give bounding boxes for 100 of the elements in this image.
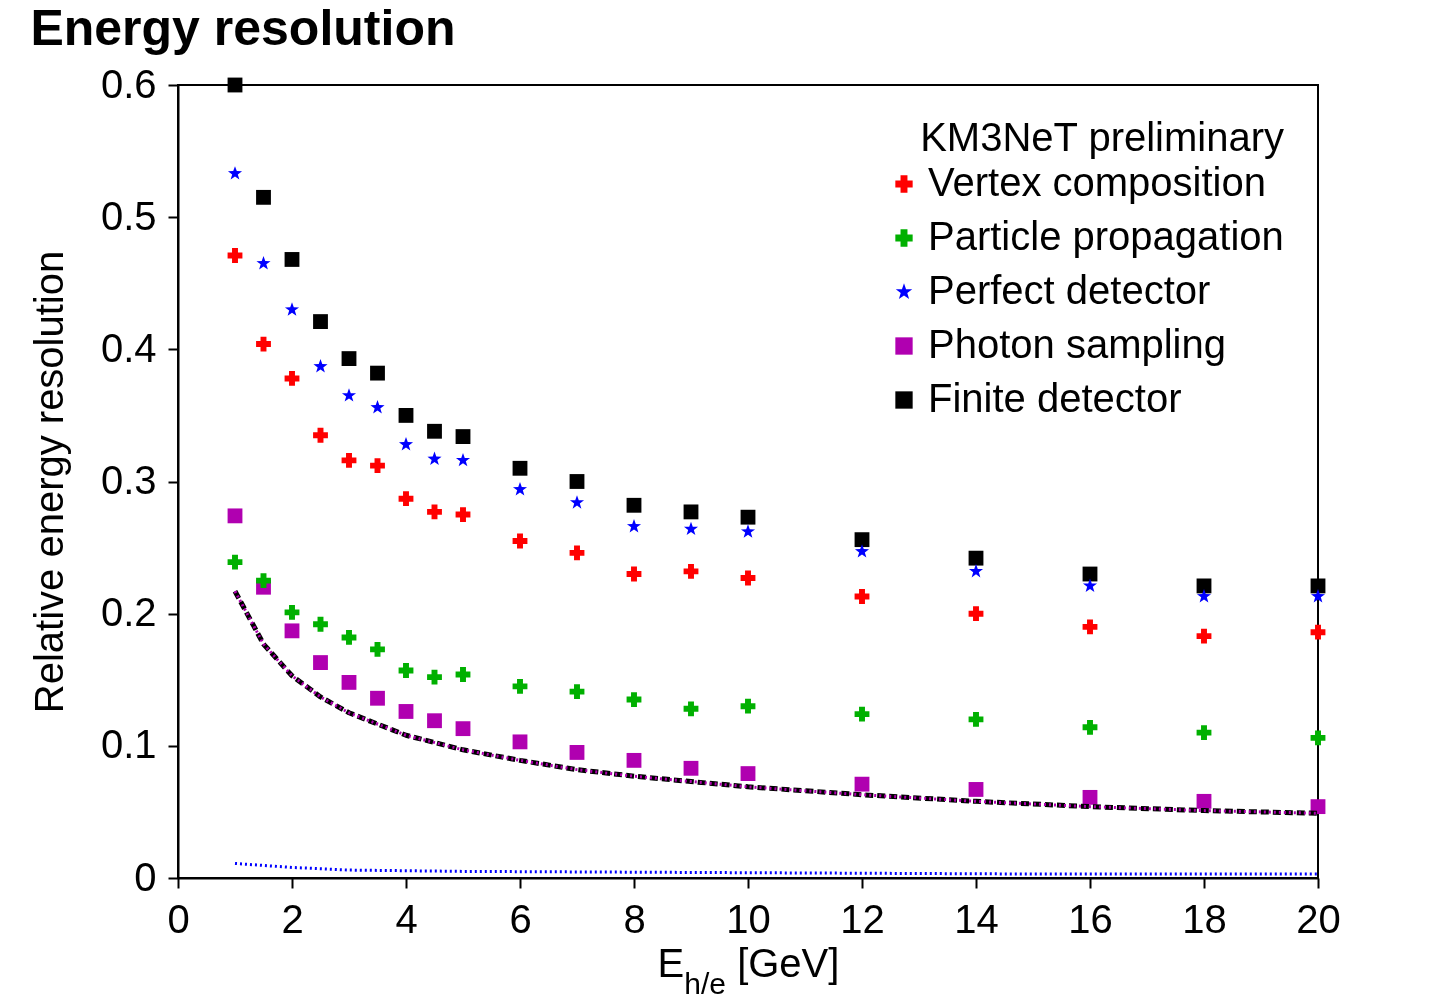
point (512, 734, 528, 750)
point (854, 706, 870, 722)
point (313, 427, 328, 443)
point (256, 573, 271, 589)
point (256, 189, 271, 205)
point (968, 563, 984, 578)
point (1196, 793, 1212, 809)
point (341, 674, 357, 690)
point (1310, 589, 1326, 603)
point (398, 408, 414, 423)
point (626, 497, 642, 513)
point (569, 545, 585, 561)
point (341, 351, 357, 366)
y-tick-label: 0.3 (100, 458, 157, 502)
point (683, 504, 699, 520)
point (313, 314, 328, 329)
point (512, 533, 528, 549)
point (398, 437, 414, 451)
point (370, 690, 385, 706)
point (227, 554, 243, 570)
y-tick-label: 0 (134, 854, 157, 899)
point (227, 248, 243, 263)
point (569, 495, 585, 509)
point (854, 532, 870, 548)
point (512, 678, 528, 694)
point (854, 776, 870, 792)
point (455, 667, 471, 682)
legend-label: Particle propagation (928, 214, 1284, 258)
point (854, 589, 870, 604)
point (341, 630, 357, 645)
point (683, 760, 699, 776)
point (284, 604, 300, 620)
y-tick-label: 0.6 (100, 61, 157, 106)
point (1310, 624, 1326, 640)
point (455, 507, 471, 522)
point (313, 359, 328, 373)
point (284, 252, 300, 267)
point (227, 508, 243, 524)
point (398, 663, 414, 678)
x-tick-label: 16 (1068, 896, 1113, 941)
x-tick-label: 10 (726, 896, 771, 941)
point (1082, 789, 1098, 805)
point (427, 504, 442, 520)
point (740, 509, 756, 525)
point (398, 704, 414, 719)
point (512, 482, 528, 496)
legend-label: Perfect detector (928, 268, 1211, 312)
point (1196, 578, 1212, 594)
point (968, 550, 984, 566)
legend-label: Photon sampling (928, 322, 1226, 366)
x-tick-label: 6 (509, 896, 532, 941)
x-tick-label: 4 (395, 896, 418, 941)
point (740, 570, 756, 586)
point (1310, 578, 1326, 594)
chart-title: Energy resolution (30, 0, 456, 56)
point (313, 616, 328, 632)
point (284, 623, 300, 639)
y-tick-label: 0.4 (100, 325, 157, 370)
point (740, 766, 756, 781)
point (370, 458, 385, 474)
point (227, 166, 243, 180)
point (1196, 725, 1212, 741)
point (256, 256, 271, 270)
point (455, 452, 471, 467)
x-tick-label: 2 (281, 896, 304, 941)
point (370, 400, 385, 414)
point (1196, 628, 1212, 644)
point (341, 388, 357, 402)
point (626, 752, 642, 768)
y-tick-label: 0.5 (100, 193, 157, 238)
x-tick-label: 0 (167, 896, 190, 941)
point (683, 701, 699, 717)
point (427, 713, 442, 729)
point (313, 655, 328, 670)
point (284, 370, 300, 386)
point (1196, 589, 1212, 603)
point (569, 684, 585, 700)
point (569, 745, 585, 760)
x-axis-title: E$_{h/e}$ [GeV] (657, 940, 840, 999)
point (427, 423, 442, 439)
point (284, 302, 300, 316)
point (968, 782, 984, 797)
y-tick-label: 0.2 (100, 590, 157, 635)
point (1310, 730, 1326, 746)
point (683, 521, 699, 536)
legend-label: Vertex composition (928, 160, 1266, 204)
point (427, 451, 442, 466)
point (683, 563, 699, 579)
point (370, 641, 385, 657)
point (1082, 719, 1098, 735)
point (626, 519, 642, 533)
point (626, 566, 642, 582)
x-tick-label: 12 (840, 896, 885, 941)
point (512, 460, 528, 476)
x-tick-label: 18 (1182, 896, 1227, 941)
point (1082, 578, 1098, 592)
point (968, 711, 984, 727)
point (968, 606, 984, 622)
point (740, 698, 756, 714)
point (740, 524, 756, 538)
